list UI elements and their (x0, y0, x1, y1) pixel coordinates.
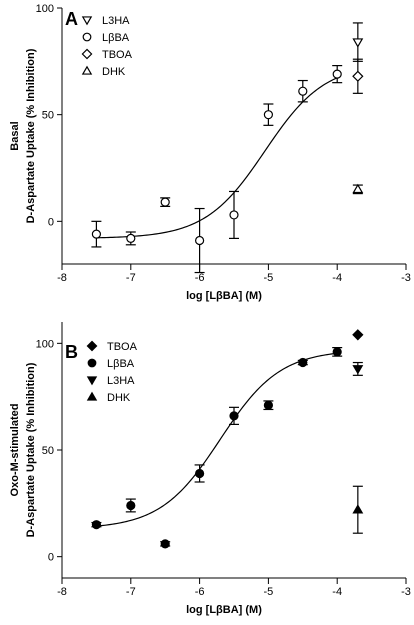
data-point-lba (263, 110, 273, 120)
data-point-tboa (352, 70, 364, 82)
legend-label: L3HA (102, 15, 130, 27)
data-point-lba (160, 197, 170, 207)
panel-a: -8 -7 -6 -5 -4 -3 0 50 100 log [LβBA] (M) Basal D-A… (9, 3, 411, 302)
legend-label: TBOA (102, 49, 133, 61)
x-tick-label: -7 (126, 586, 136, 598)
data-point-lba (229, 411, 239, 421)
legend-marker (86, 376, 98, 386)
y-axis-title: D-Aspartate Uptake (% Inhibition) (25, 48, 37, 223)
legend-label: TBOA (107, 341, 138, 353)
y-tick-label: 100 (36, 3, 54, 15)
legend-marker (86, 340, 98, 352)
legend-label: DHK (102, 66, 126, 78)
x-tick-label: -3 (401, 272, 411, 284)
x-tick-label: -6 (195, 586, 205, 598)
data-point-lba (298, 357, 308, 368)
legend: L3HA LβBA TBOA DHK (81, 15, 133, 78)
data-point-lba (332, 347, 342, 357)
panel-letter: B (65, 342, 78, 362)
x-tick-label: -3 (401, 586, 411, 598)
y-tick-label: 50 (42, 110, 54, 122)
legend-label: L3HA (107, 375, 135, 387)
legend-marker (81, 48, 93, 60)
data-point-lba (126, 500, 136, 511)
y-tick-label: 100 (36, 338, 54, 350)
x-tick-label: -8 (57, 586, 67, 598)
x-axis-title: log [LβBA] (M) (186, 290, 262, 302)
fit-curve (96, 77, 338, 239)
data-point-l3ha (352, 365, 364, 375)
data-point-l3ha (352, 38, 364, 48)
x-axis-title: log [LβBA] (M) (186, 604, 262, 616)
data-point-lba (91, 520, 102, 530)
x-tick-label: -8 (57, 272, 67, 284)
legend-marker (86, 391, 98, 401)
x-tick-label: -6 (195, 272, 205, 284)
legend: TBOA LβBA L3HA DHK (86, 340, 138, 404)
data-point-lba (229, 210, 239, 220)
legend-marker (87, 358, 97, 368)
data-point-lba (298, 86, 308, 96)
data-point-lba (160, 539, 170, 549)
legend-label: LβBA (107, 358, 135, 370)
panel-letter: A (65, 9, 78, 29)
data-point-lba (263, 400, 273, 410)
x-tick-label: -7 (126, 272, 136, 284)
y-tick-label: 0 (48, 216, 54, 228)
legend-label: LβBA (102, 32, 130, 44)
data-point-lba (195, 468, 205, 479)
panel-b: -8 -7 -6 -5 -4 -3 0 50 100 log [LβBA] (M) Oxo-M-st… (9, 322, 411, 616)
y-tick-label: 50 (42, 445, 54, 457)
data-point-lba (195, 235, 205, 246)
x-tick-label: -5 (264, 586, 274, 598)
x-tick-label: -5 (264, 272, 274, 284)
y-tick-label: 0 (48, 552, 54, 564)
x-tick-label: -4 (332, 272, 342, 284)
data-point-dhk (352, 183, 364, 194)
legend-label: DHK (107, 392, 131, 404)
y-axis-title: Basal (9, 121, 21, 150)
x-tick-label: -4 (332, 586, 342, 598)
y-axis-title: D-Aspartate Uptake (% Inhibition) (25, 362, 37, 537)
data-point-tboa (352, 329, 364, 341)
legend-marker (81, 16, 93, 26)
y-axis-title: Oxo-M-stimulated (9, 404, 21, 497)
legend-marker (81, 65, 93, 75)
data-point-lba (126, 233, 136, 243)
legend-marker (82, 32, 92, 42)
data-point-lba (332, 69, 342, 79)
fit-curve (96, 352, 338, 527)
data-point-lba (91, 229, 102, 239)
data-point-dhk (352, 504, 364, 514)
